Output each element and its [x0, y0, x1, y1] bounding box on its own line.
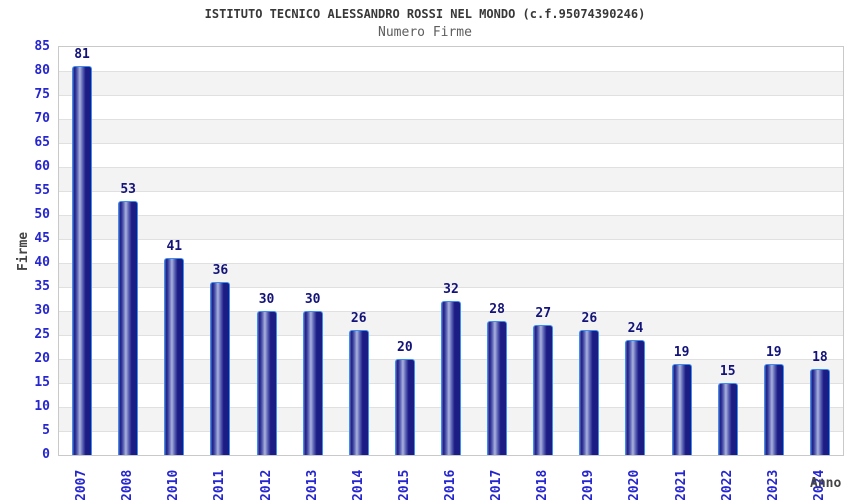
x-tick-label: 2014: [350, 469, 366, 500]
gridline: [59, 71, 843, 72]
x-tick-label: 2012: [258, 469, 274, 500]
background-band: [59, 95, 843, 119]
bar-value-label: 53: [120, 181, 136, 197]
gridline: [59, 143, 843, 144]
background-band: [59, 215, 843, 239]
x-tick-label: 2018: [535, 469, 551, 500]
x-tick-label: 2015: [396, 469, 412, 500]
x-tick-label: 2007: [74, 469, 90, 500]
x-tick-label: 2011: [212, 469, 228, 500]
bar-value-label: 30: [304, 292, 321, 307]
y-tick-label: 65: [34, 135, 50, 150]
bar: [164, 258, 185, 455]
bar: [348, 330, 369, 455]
bar-value-label: 27: [535, 306, 552, 322]
bar-value-label: 15: [719, 364, 736, 379]
background-band: [59, 143, 843, 167]
bar-value-label: 20: [397, 340, 413, 355]
background-band: [59, 47, 843, 71]
y-tick-label: 5: [42, 423, 50, 438]
y-tick-label: 15: [34, 375, 50, 390]
chart-title: ISTITUTO TECNICO ALESSANDRO ROSSI NEL MO…: [204, 7, 646, 21]
x-tick-label: 2023: [765, 469, 781, 500]
x-tick-label: 2016: [443, 469, 458, 500]
bar: [256, 311, 277, 455]
x-tick-label: 2013: [304, 469, 320, 500]
background-band: [59, 239, 843, 263]
background-band: [59, 263, 843, 287]
bar: [717, 383, 738, 455]
gridline: [59, 239, 843, 240]
gridline: [59, 167, 843, 168]
y-tick-label: 80: [34, 63, 50, 78]
bar-value-label: 32: [443, 282, 459, 298]
background-band: [59, 71, 843, 95]
bar-value-label: 19: [765, 344, 782, 360]
bar-value-label: 36: [212, 263, 229, 279]
y-tick-label: 50: [34, 207, 50, 222]
bar: [394, 359, 415, 455]
bar: [302, 311, 323, 455]
gridline: [59, 215, 843, 216]
plot-area: 81 53 41 36 30 30 26 20 32 28 27 26 24 19 15 19 18: [58, 46, 844, 456]
bar-value-label: 26: [350, 311, 367, 327]
y-tick-label: 55: [34, 183, 50, 198]
x-tick-label: 2017: [489, 469, 505, 500]
gridline: [59, 191, 843, 192]
bar-value-label: 41: [166, 239, 183, 255]
gridline: [59, 95, 843, 96]
bar: [579, 330, 600, 455]
bar: [763, 363, 784, 455]
y-tick-label: 85: [34, 39, 50, 54]
x-tick-label: 2021: [673, 469, 689, 500]
bar: [487, 320, 508, 455]
y-tick-label: 60: [34, 159, 50, 174]
bar: [533, 325, 554, 455]
y-axis-title: Firme: [16, 231, 31, 271]
bar-value-label: 28: [489, 301, 505, 317]
y-tick-label: 25: [34, 327, 50, 342]
bar-value-label: 26: [581, 311, 598, 327]
x-tick-label: 2019: [581, 469, 597, 500]
bar-value-label: 30: [258, 292, 275, 307]
background-band: [59, 191, 843, 215]
x-tick-label: 2008: [120, 469, 136, 500]
bar: [809, 368, 830, 455]
x-tick-label: 2022: [719, 469, 735, 500]
bar-value-label: 24: [627, 320, 644, 336]
x-tick-label: 2020: [627, 469, 643, 500]
chart-subtitle: Numero Firme: [378, 25, 472, 40]
gridline: [59, 287, 843, 288]
background-band: [59, 167, 843, 191]
x-axis-title: Anno: [810, 476, 842, 491]
bar: [625, 339, 646, 455]
gridline: [59, 263, 843, 264]
x-tick-label: 2010: [166, 469, 182, 500]
y-tick-label: 20: [34, 351, 50, 366]
bar: [441, 301, 461, 455]
y-tick-label: 30: [34, 303, 50, 318]
bar-value-label: 19: [673, 344, 690, 360]
bar-value-label: 18: [812, 349, 828, 365]
gridline: [59, 119, 843, 120]
y-tick-label: 35: [34, 279, 50, 294]
y-tick-label: 10: [34, 399, 50, 414]
bar-value-label: 81: [74, 47, 90, 63]
bar: [671, 363, 692, 455]
y-tick-label: 45: [34, 231, 50, 246]
background-band: [59, 119, 843, 143]
bar: [118, 200, 139, 455]
y-tick-label: 75: [34, 87, 50, 102]
y-tick-label: 40: [34, 255, 50, 270]
bar: [72, 66, 93, 455]
bar: [210, 282, 231, 455]
y-tick-label: 0: [42, 447, 50, 462]
y-tick-label: 70: [34, 111, 50, 126]
